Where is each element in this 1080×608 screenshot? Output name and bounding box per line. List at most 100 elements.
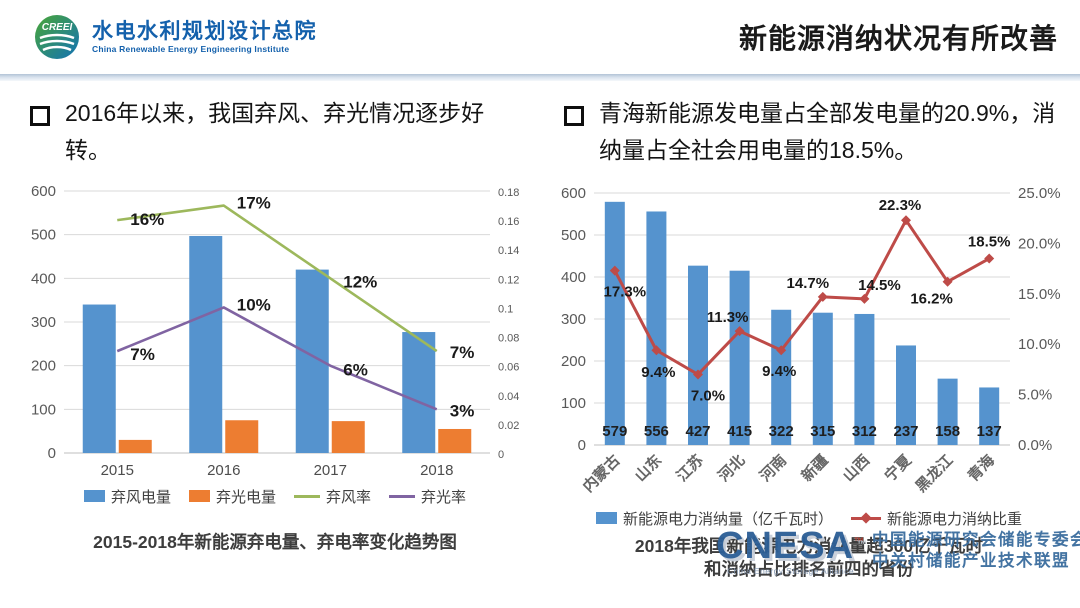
province-consumption-chart: 579 556 427 415 322 315 312 237 158 137 17.3% 9.4% 7…	[548, 177, 1070, 506]
cnesa-brand: CNESA™	[716, 524, 866, 567]
abandon-trend-legend-swatch	[389, 494, 416, 498]
diamond-marker-icon	[860, 511, 872, 524]
svg-text:158: 158	[935, 423, 960, 440]
svg-text:3%: 3%	[450, 401, 475, 420]
svg-text:0.12: 0.12	[498, 274, 519, 286]
svg-text:0: 0	[48, 445, 56, 462]
abandon-trend-legend-swatch	[188, 490, 210, 503]
svg-text:300: 300	[31, 314, 56, 331]
cnesa-org-line1: 中国能源研究会储能专委会	[872, 530, 1080, 549]
abandon-trend-legend-label: 弃光率	[421, 488, 467, 506]
province-consumption-legend: 新能源电力消纳量（亿千瓦时） 新能源电力消纳比重	[548, 508, 1070, 529]
header-divider	[0, 74, 1080, 81]
province-consumption-plot: 579 556 427 415 322 315 312 237 158 137 17.3% 9.4% 7…	[561, 185, 1061, 496]
svg-text:黑龙江: 黑龙江	[912, 451, 957, 496]
svg-text:25.0%: 25.0%	[1018, 185, 1061, 202]
abandon-trend-legend-item: 弃光电量	[188, 486, 276, 507]
svg-text:6%: 6%	[343, 360, 368, 379]
svg-text:0.16: 0.16	[498, 216, 519, 228]
province-consumption-legend-item: 新能源电力消纳比重	[851, 508, 1022, 529]
svg-text:14.7%: 14.7%	[787, 274, 830, 291]
svg-text:315: 315	[810, 423, 835, 440]
svg-text:0: 0	[498, 449, 504, 461]
svg-text:0.14: 0.14	[498, 245, 519, 257]
bullet-left: 2016年以来，我国弃风、弃光情况逐步好转。	[30, 95, 530, 169]
svg-text:137: 137	[977, 423, 1002, 440]
abandon-trend-legend-swatch	[294, 494, 320, 498]
svg-text:200: 200	[31, 357, 56, 374]
left-panel: 2016年以来，我国弃风、弃光情况逐步好转。 16% 17% 12% 7% 7% 10% 6…	[8, 91, 542, 581]
svg-text:100: 100	[561, 395, 586, 412]
svg-text:河南: 河南	[756, 451, 790, 485]
svg-text:312: 312	[852, 423, 877, 440]
svg-text:17.3%: 17.3%	[604, 283, 647, 300]
bullet-right-text: 青海新能源发电量占全部发电量的20.9%，消纳量占全社会用电量的18.5%。	[599, 100, 1056, 163]
svg-text:415: 415	[727, 423, 752, 440]
org-name: 水电水利规划设计总院 China Renewable Energy Engine…	[92, 20, 317, 54]
page-title: 新能源消纳状况有所改善	[738, 23, 1058, 54]
trademark-icon: ™	[854, 535, 866, 547]
creei-logo-icon: CREEI	[35, 15, 79, 59]
abandon-trend-legend-label: 弃风电量	[110, 488, 171, 506]
svg-text:579: 579	[602, 423, 627, 440]
svg-text:500: 500	[31, 226, 56, 243]
svg-text:0: 0	[578, 437, 586, 454]
province-consumption-legend-swatch	[595, 512, 617, 525]
province-caption-area: 2018年我国新能源电力消纳量超300亿千瓦时 和消纳占比排名前四的省份 CNE…	[548, 527, 1080, 581]
svg-text:11.3%: 11.3%	[707, 309, 749, 326]
svg-text:内蒙古: 内蒙古	[579, 451, 624, 496]
svg-text:0.06: 0.06	[498, 361, 519, 373]
svg-text:600: 600	[31, 183, 56, 200]
svg-text:7%: 7%	[450, 343, 475, 362]
svg-text:0.08: 0.08	[498, 332, 519, 344]
svg-text:300: 300	[561, 311, 586, 328]
bullet-left-text: 2016年以来，我国弃风、弃光情况逐步好转。	[65, 100, 485, 163]
svg-text:0.18: 0.18	[498, 187, 519, 199]
svg-text:2015: 2015	[101, 462, 134, 479]
province-consumption-legend-item: 新能源电力消纳量（亿千瓦时）	[595, 508, 833, 529]
svg-text:0.0%: 0.0%	[1018, 437, 1052, 454]
abandon-trend-legend-item: 弃风电量	[83, 486, 171, 507]
content: 2016年以来，我国弃风、弃光情况逐步好转。 16% 17% 12% 7% 7% 10% 6…	[0, 81, 1080, 581]
svg-text:7%: 7%	[130, 345, 155, 364]
bullet-square-icon	[30, 106, 50, 126]
svg-text:0.04: 0.04	[498, 390, 519, 402]
logo: CREEI 水电水利规划设计总院 China Renewable Energy …	[34, 14, 317, 60]
cnesa-org-lines: 中国能源研究会储能专委会 中关村储能产业技术联盟	[872, 527, 1080, 574]
svg-text:200: 200	[561, 353, 586, 370]
svg-text:9.4%: 9.4%	[762, 363, 796, 380]
cnesa-brand-sub: China Energy Storage Alliance	[727, 565, 854, 576]
svg-text:新疆: 新疆	[798, 451, 832, 485]
logo-text: CREEI	[42, 22, 73, 33]
svg-text:18.5%: 18.5%	[968, 233, 1011, 250]
svg-text:7.0%: 7.0%	[691, 387, 725, 404]
svg-text:0.02: 0.02	[498, 419, 519, 431]
svg-text:322: 322	[769, 423, 794, 440]
svg-text:17%: 17%	[237, 193, 271, 212]
org-name-zh: 水电水利规划设计总院	[92, 19, 317, 43]
svg-text:16%: 16%	[130, 210, 164, 229]
svg-text:22.3%: 22.3%	[879, 197, 922, 214]
svg-text:16.2%: 16.2%	[910, 290, 953, 307]
svg-text:2017: 2017	[314, 462, 347, 479]
cnesa-brand-block: CNESA™ China Energy Storage Alliance	[716, 527, 865, 576]
cnesa-watermark: CNESA™ China Energy Storage Alliance 中国能…	[716, 527, 1080, 576]
province-caption-line2: 和消纳占比排名前四的省份	[704, 558, 914, 579]
org-name-en: China Renewable Energy Engineering Insti…	[92, 44, 290, 55]
svg-text:0.1: 0.1	[498, 303, 513, 315]
svg-text:10%: 10%	[237, 295, 271, 314]
svg-text:山东: 山东	[631, 451, 665, 485]
svg-text:江苏: 江苏	[673, 451, 707, 485]
province-consumption-legend-label: 新能源电力消纳比重	[887, 510, 1023, 528]
abandon-trend-legend-item: 弃风率	[294, 486, 371, 507]
svg-text:400: 400	[561, 269, 586, 286]
abandon-trend-legend-swatch	[83, 490, 105, 503]
bullet-right: 青海新能源发电量占全部发电量的20.9%，消纳量占全社会用电量的18.5%。	[564, 95, 1064, 169]
cnesa-org-line2: 中关村储能产业技术联盟	[872, 552, 1071, 571]
svg-text:5.0%: 5.0%	[1018, 386, 1052, 403]
svg-text:600: 600	[561, 185, 586, 202]
svg-text:556: 556	[644, 423, 669, 440]
bullet-square-icon	[564, 106, 584, 126]
header: CREEI 水电水利规划设计总院 China Renewable Energy …	[0, 0, 1080, 74]
